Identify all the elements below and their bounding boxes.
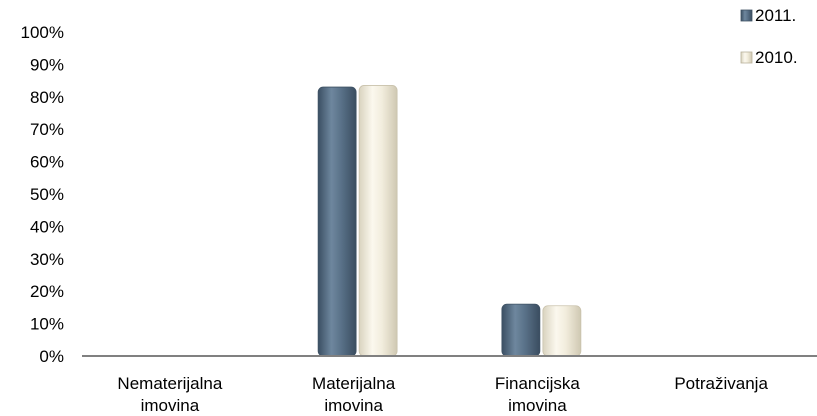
- y-tick-label: 20%: [30, 282, 64, 301]
- category-label: Financijska: [495, 374, 581, 393]
- x-axis-category-labels: Nematerijalna imovina Materijalna imovina Fi…: [117, 374, 768, 415]
- legend: 2011. 2010.: [740, 6, 798, 67]
- category-label: Nematerijalna: [117, 374, 222, 393]
- bar-series-group: [317, 85, 582, 357]
- y-tick-label: 90%: [30, 55, 64, 74]
- bar-2010-2: [542, 305, 582, 357]
- category-label: imovina: [508, 396, 567, 415]
- y-tick-label: 60%: [30, 153, 64, 172]
- y-axis-tick-labels: 0% 10% 20% 30% 40% 50% 60% 70% 80% 90% 100%: [21, 23, 64, 366]
- legend-swatch: [740, 51, 753, 64]
- category-label: Materijalna: [312, 374, 396, 393]
- legend-label: 2011.: [755, 6, 796, 25]
- bar-2011-1: [317, 86, 357, 357]
- y-tick-label: 50%: [30, 185, 64, 204]
- bar-2010-1: [358, 85, 398, 357]
- y-tick-label: 80%: [30, 88, 64, 107]
- y-tick-label: 40%: [30, 217, 64, 236]
- category-label: imovina: [324, 396, 383, 415]
- y-tick-label: 30%: [30, 250, 64, 269]
- y-tick-label: 10%: [30, 315, 64, 334]
- y-tick-label: 70%: [30, 120, 64, 139]
- legend-swatch: [740, 9, 753, 22]
- category-label: Potraživanja: [674, 374, 768, 393]
- category-label: imovina: [141, 396, 200, 415]
- y-tick-label: 100%: [21, 23, 64, 42]
- bar-2011-2: [501, 303, 541, 357]
- legend-label: 2010.: [755, 48, 798, 67]
- y-tick-label: 0%: [39, 347, 64, 366]
